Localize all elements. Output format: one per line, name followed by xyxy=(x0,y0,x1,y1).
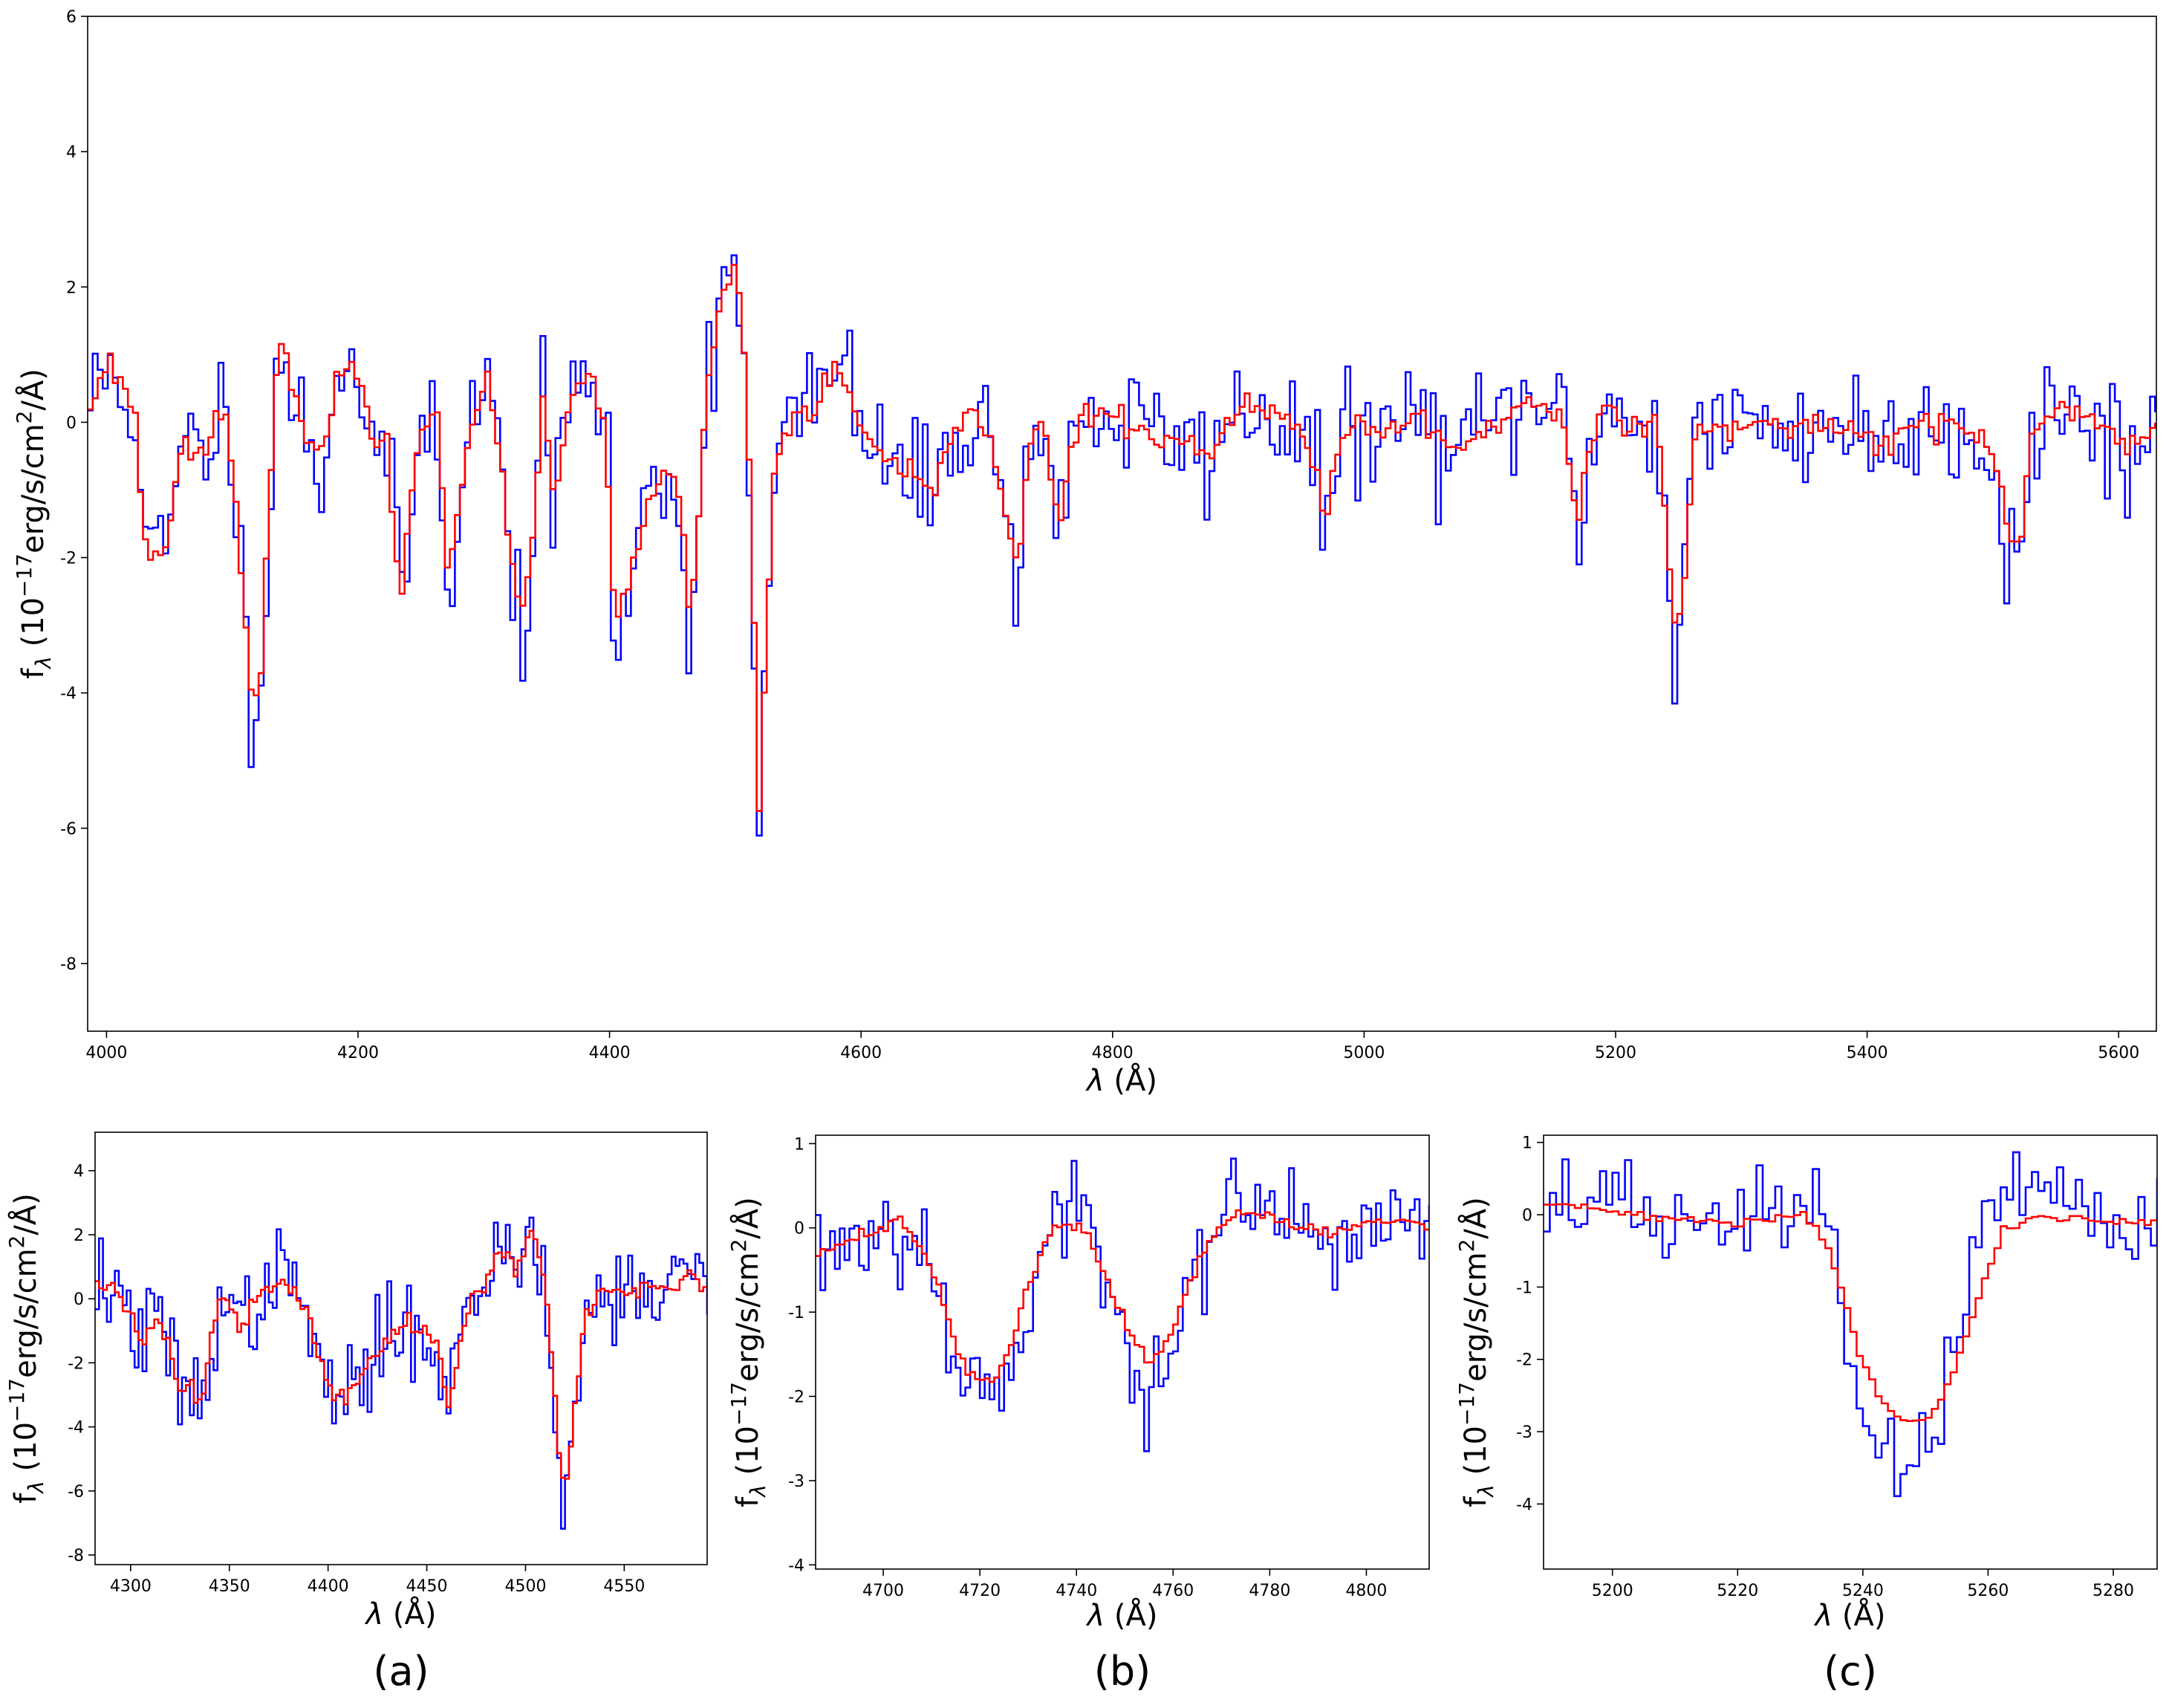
series-model-line xyxy=(816,1209,1429,1383)
x-axis-label: λ (Å) xyxy=(1814,1597,1886,1633)
y-tick-label: -8 xyxy=(68,1547,84,1565)
y-tick-label: -4 xyxy=(68,1419,84,1438)
y-tick-label: -4 xyxy=(60,685,77,704)
y-tick-label: 2 xyxy=(74,1227,84,1245)
plot-frame xyxy=(1543,1134,2158,1570)
y-tick-label: 1 xyxy=(1522,1134,1532,1153)
panel-b: 4700 4720 4740 4760 4780 4800 -4 -3 -2 -1 0 1 λ (Å) f… xyxy=(726,1134,1430,1695)
x-tick-label: 4350 xyxy=(209,1577,250,1596)
series-model-line xyxy=(88,264,2156,812)
y-axis-label: fλ (10−17erg/s/cm2/Å) xyxy=(1454,1197,1498,1507)
x-tick-label: 4800 xyxy=(1092,1044,1134,1062)
panel-a: 4300 4350 4400 4450 4500 4550 -8 -6 -4 -2 0 2 4 λ (Å)… xyxy=(4,1131,708,1695)
y-tick-label: -6 xyxy=(60,820,77,839)
x-tick-label: 4450 xyxy=(406,1577,448,1596)
y-tick-label: -4 xyxy=(788,1556,804,1575)
plot-frame xyxy=(815,1134,1430,1570)
x-tick-label: 4700 xyxy=(862,1582,904,1600)
y-tick-label: 4 xyxy=(74,1163,84,1181)
x-tick-label: 5400 xyxy=(1847,1044,1888,1062)
panel-caption: (b) xyxy=(1094,1648,1151,1695)
y-axis-label: fλ (10−17erg/s/cm2/Å) xyxy=(12,368,56,679)
y-tick-label: 4 xyxy=(66,143,77,162)
x-tick-label: 4780 xyxy=(1249,1582,1290,1600)
y-tick-label: 0 xyxy=(1522,1207,1532,1225)
series-observed-line xyxy=(95,1216,707,1530)
x-tick-label: 4000 xyxy=(85,1044,127,1062)
x-axis-label: λ (Å) xyxy=(365,1596,437,1631)
panel-caption: (a) xyxy=(373,1648,429,1695)
y-tick-label: -4 xyxy=(1516,1496,1532,1514)
y-tick-label: -2 xyxy=(1516,1351,1532,1370)
y-tick-label: -1 xyxy=(788,1304,804,1322)
x-tick-label: 4800 xyxy=(1345,1582,1387,1600)
x-tick-label: 4400 xyxy=(589,1044,631,1062)
x-tick-label: 5600 xyxy=(2098,1044,2139,1062)
x-tick-label: 4600 xyxy=(840,1044,882,1062)
x-axis-label: λ (Å) xyxy=(1085,1062,1157,1098)
plot-frame xyxy=(94,1131,708,1565)
x-tick-label: 4720 xyxy=(959,1582,1001,1600)
panel-caption: (c) xyxy=(1824,1648,1877,1695)
y-tick-label: -3 xyxy=(788,1472,804,1491)
series-model-line xyxy=(1544,1203,2157,1422)
x-tick-label: 5200 xyxy=(1595,1044,1636,1062)
y-tick-label: -3 xyxy=(1516,1423,1532,1442)
y-axis-label: fλ (10−17erg/s/cm2/Å) xyxy=(726,1197,770,1507)
y-tick-label: -2 xyxy=(788,1389,804,1407)
x-tick-label: 4550 xyxy=(603,1577,645,1596)
plot-frame xyxy=(87,16,2157,1032)
series-observed-line xyxy=(1544,1151,2157,1498)
x-tick-label: 4760 xyxy=(1152,1582,1194,1600)
x-tick-label: 4200 xyxy=(337,1044,379,1062)
x-tick-label: 5240 xyxy=(1842,1582,1884,1600)
series-observed-line xyxy=(88,254,2156,837)
x-axis-label: λ (Å) xyxy=(1086,1597,1158,1633)
x-tick-label: 4740 xyxy=(1056,1582,1097,1600)
x-tick-label: 5260 xyxy=(1967,1582,2009,1600)
x-tick-label: 5000 xyxy=(1343,1044,1385,1062)
series-observed-line xyxy=(816,1157,1429,1452)
y-axis-label: fλ (10−17erg/s/cm2/Å) xyxy=(4,1193,48,1504)
y-tick-label: -8 xyxy=(60,955,77,974)
series-model-line xyxy=(95,1230,707,1480)
y-tick-label: 6 xyxy=(66,8,77,27)
y-tick-label: 2 xyxy=(66,279,77,297)
y-tick-label: 0 xyxy=(74,1290,84,1309)
y-tick-label: -6 xyxy=(68,1483,84,1501)
y-tick-label: -2 xyxy=(68,1354,84,1373)
y-tick-label: -2 xyxy=(60,550,77,568)
x-tick-label: 4400 xyxy=(308,1577,349,1596)
y-tick-label: 0 xyxy=(794,1220,804,1238)
x-tick-label: 4500 xyxy=(504,1577,546,1596)
panel-c: 5200 5220 5240 5260 5280 -4 -3 -2 -1 0 1 λ (Å) fλ (1… xyxy=(1454,1134,2158,1695)
x-tick-label: 5220 xyxy=(1717,1582,1758,1600)
x-tick-label: 5280 xyxy=(2092,1582,2134,1600)
x-tick-label: 4300 xyxy=(110,1577,152,1596)
y-tick-label: -1 xyxy=(1516,1279,1532,1297)
y-tick-label: 0 xyxy=(66,414,77,432)
panel-main: 4000 4200 4400 4600 4800 5000 5200 5400 5600 -8 -6… xyxy=(12,8,2157,1098)
y-tick-label: 1 xyxy=(794,1135,804,1154)
x-tick-label: 5200 xyxy=(1592,1582,1633,1600)
